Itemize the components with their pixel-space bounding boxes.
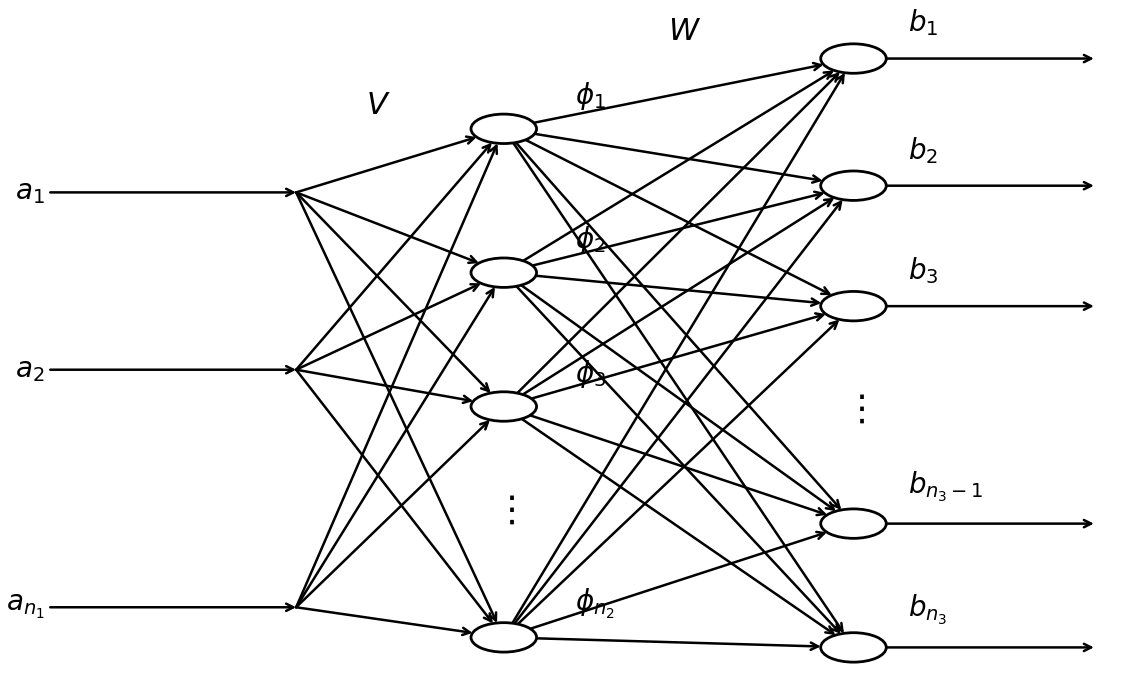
Ellipse shape [821, 633, 886, 662]
Text: $b_3$: $b_3$ [908, 256, 939, 286]
Ellipse shape [471, 258, 536, 287]
Ellipse shape [821, 509, 886, 539]
Text: $\phi_3$: $\phi_3$ [574, 358, 606, 390]
Text: $W$: $W$ [668, 17, 700, 46]
Text: $a_2$: $a_2$ [16, 356, 45, 384]
Ellipse shape [471, 622, 536, 652]
Text: $\phi_1$: $\phi_1$ [574, 80, 606, 112]
Text: $a_{n_1}$: $a_{n_1}$ [6, 593, 45, 621]
Ellipse shape [471, 114, 536, 144]
Text: $\phi_2$: $\phi_2$ [574, 224, 606, 256]
Text: $b_{n_3}$: $b_{n_3}$ [908, 593, 948, 627]
Text: $V$: $V$ [365, 91, 390, 120]
Text: $b_{n_3-1}$: $b_{n_3-1}$ [908, 469, 984, 504]
Text: $\vdots$: $\vdots$ [492, 493, 515, 527]
Ellipse shape [821, 171, 886, 201]
Text: $\vdots$: $\vdots$ [843, 393, 864, 427]
Text: $\phi_{n_2}$: $\phi_{n_2}$ [574, 587, 615, 620]
Ellipse shape [471, 392, 536, 421]
Text: $b_2$: $b_2$ [908, 135, 939, 166]
Ellipse shape [821, 291, 886, 321]
Ellipse shape [821, 44, 886, 74]
Text: $a_1$: $a_1$ [15, 179, 45, 206]
Text: $b_1$: $b_1$ [908, 8, 939, 38]
